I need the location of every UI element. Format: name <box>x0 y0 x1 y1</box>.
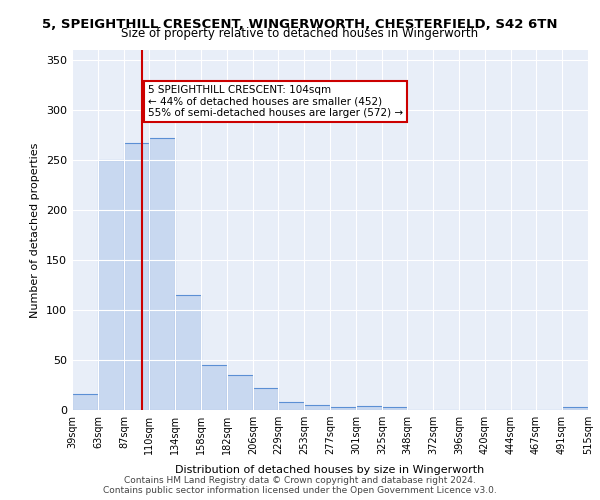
Bar <box>356 406 382 410</box>
X-axis label: Distribution of detached houses by size in Wingerworth: Distribution of detached houses by size … <box>175 466 485 475</box>
Text: Size of property relative to detached houses in Wingerworth: Size of property relative to detached ho… <box>121 28 479 40</box>
Bar <box>278 402 304 410</box>
Bar <box>253 388 278 410</box>
Bar <box>149 138 175 410</box>
Bar <box>330 407 356 410</box>
Bar <box>175 295 201 410</box>
Y-axis label: Number of detached properties: Number of detached properties <box>31 142 40 318</box>
Text: 5 SPEIGHTHILL CRESCENT: 104sqm
← 44% of detached houses are smaller (452)
55% of: 5 SPEIGHTHILL CRESCENT: 104sqm ← 44% of … <box>148 85 403 118</box>
Bar <box>124 143 149 410</box>
Bar <box>382 407 407 410</box>
Bar <box>227 375 253 410</box>
Text: Contains HM Land Registry data © Crown copyright and database right 2024.
Contai: Contains HM Land Registry data © Crown c… <box>103 476 497 495</box>
Text: 5, SPEIGHTHILL CRESCENT, WINGERWORTH, CHESTERFIELD, S42 6TN: 5, SPEIGHTHILL CRESCENT, WINGERWORTH, CH… <box>42 18 558 30</box>
Bar <box>201 365 227 410</box>
Bar <box>72 394 98 410</box>
Bar <box>98 160 124 410</box>
Bar <box>562 407 588 410</box>
Bar <box>304 405 330 410</box>
